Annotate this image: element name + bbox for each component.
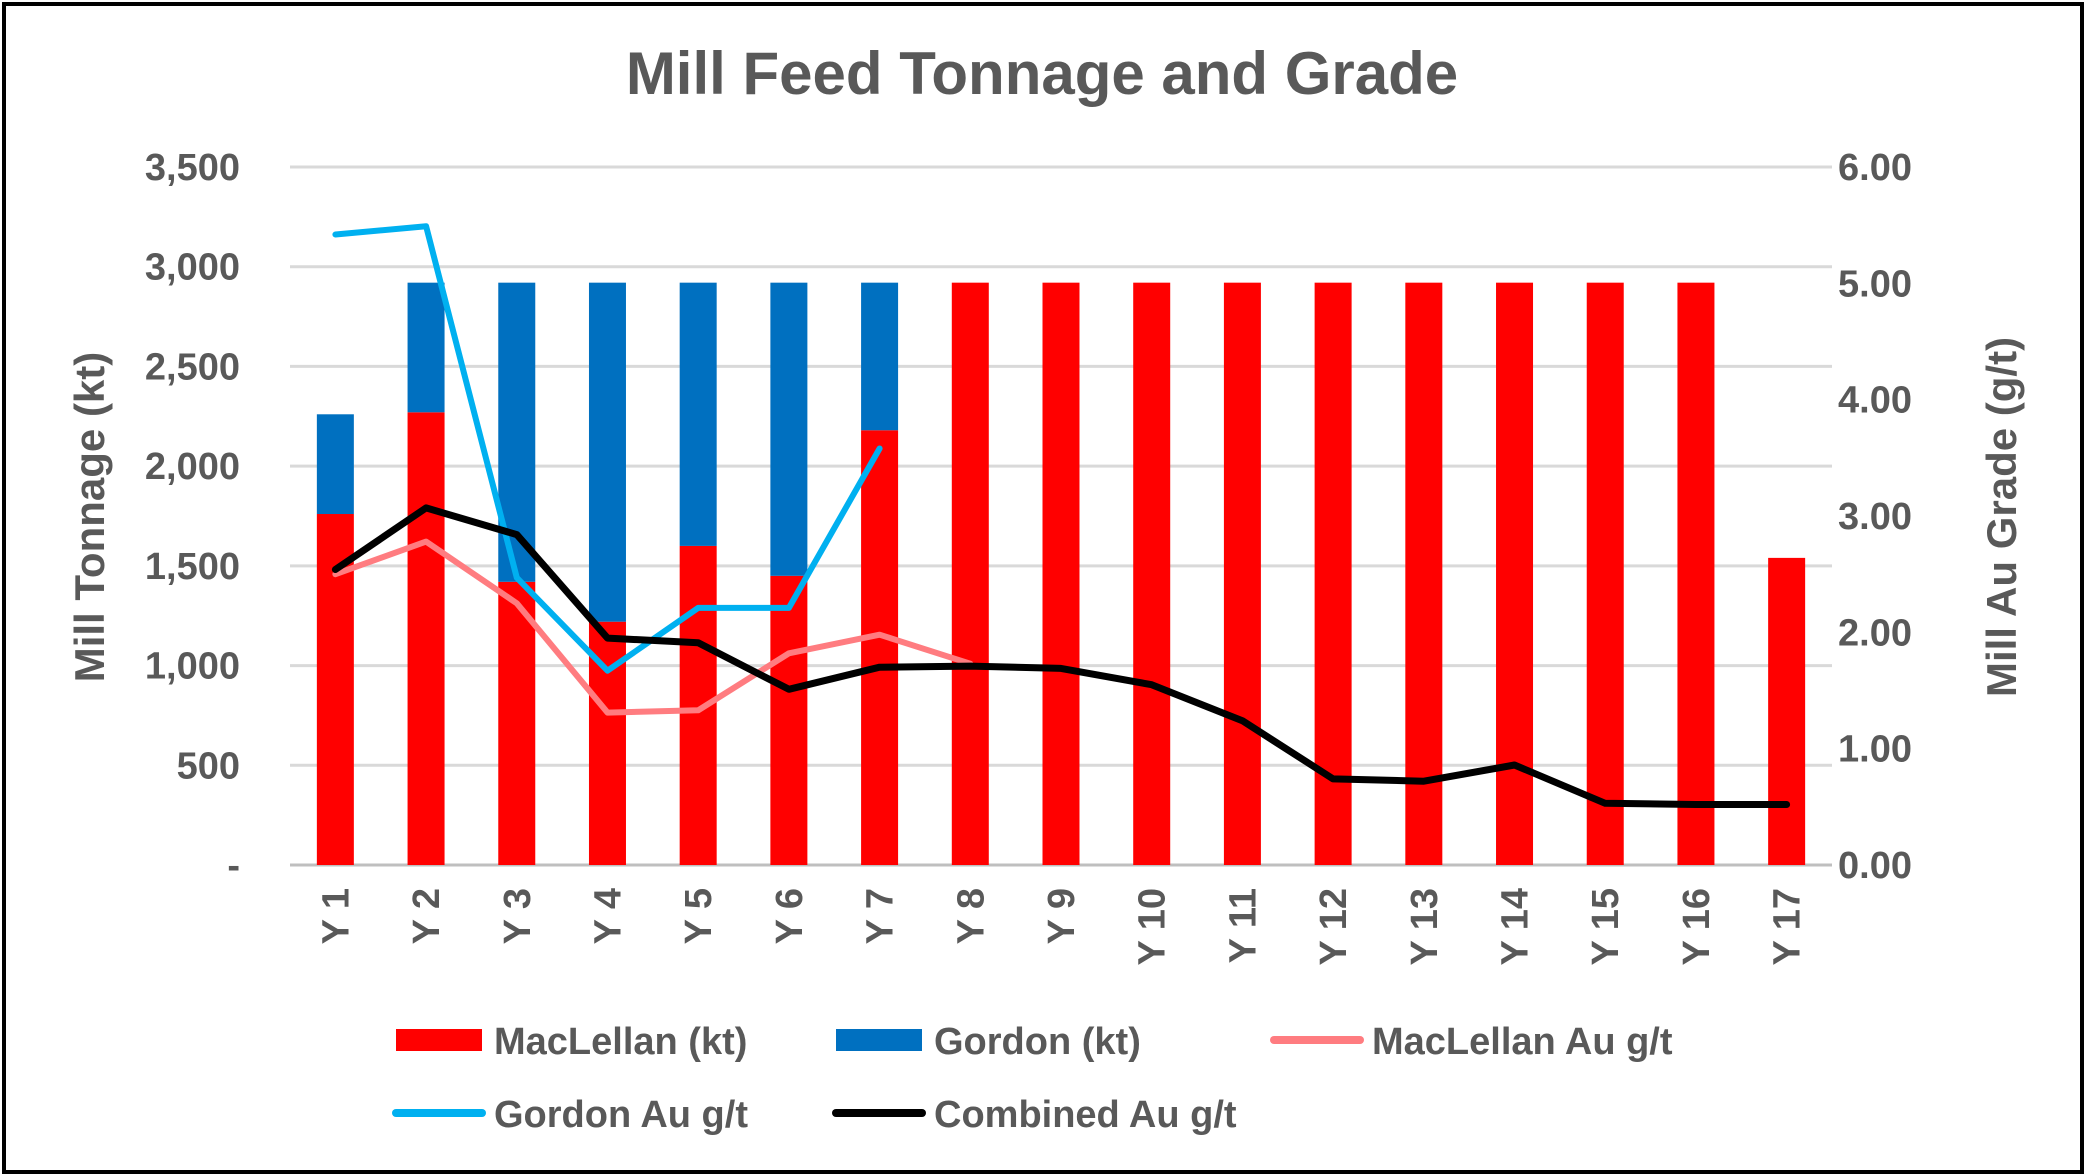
x-tick-label: Y 6 — [769, 888, 811, 944]
legend-maclellan-kt-swatch — [396, 1029, 482, 1051]
legend: MacLellan (kt) Gordon (kt) MacLellan Au g/… — [392, 1021, 1673, 1136]
gordon-bar-1 — [316, 414, 354, 515]
maclellan-bar-3 — [498, 581, 536, 865]
maclellan-bar-9 — [1042, 282, 1080, 865]
x-tick-label: Y 11 — [1222, 888, 1264, 963]
y-tick-label: 2,500 — [145, 346, 240, 388]
y2-tick-label: 3.00 — [1838, 496, 1912, 538]
x-tick-label: Y 5 — [678, 888, 720, 944]
y2-tick-label: 0.00 — [1838, 845, 1912, 887]
x-tick-label: Y 2 — [406, 888, 448, 944]
legend-gordon-kt-swatch — [836, 1029, 922, 1051]
y2-tick-label: 1.00 — [1838, 729, 1912, 771]
x-tick-label: Y 7 — [860, 888, 902, 944]
gordon-bar-2 — [407, 282, 445, 413]
y2-tick-label: 2.00 — [1838, 612, 1912, 654]
y-tick-label: 1,500 — [145, 546, 240, 588]
legend-maclellan-kt-label: MacLellan (kt) — [494, 1021, 747, 1063]
x-tick-label: Y 1 — [315, 888, 357, 944]
y-axis-title: Mill Tonnage (kt) — [66, 352, 113, 683]
gordon-bar-5 — [679, 282, 717, 546]
x-tick-label: Y 15 — [1585, 888, 1627, 965]
lines — [331, 223, 1791, 808]
legend-gordon-kt-label: Gordon (kt) — [934, 1021, 1141, 1063]
y-tick-label: 2,000 — [145, 446, 240, 488]
legend-maclellan-au-label: MacLellan Au g/t — [1372, 1021, 1673, 1063]
gordon-bar-7 — [861, 282, 899, 431]
bars — [316, 282, 1806, 865]
y-axis-ticks: - 500 1,000 1,500 2,000 2,500 3,000 3,500 — [145, 147, 240, 887]
x-tick-label: Y 9 — [1041, 888, 1083, 944]
y-tick-label: - — [227, 845, 240, 887]
maclellan-bar-13 — [1405, 282, 1443, 865]
x-tick-label: Y 13 — [1404, 888, 1446, 965]
maclellan-bar-8 — [951, 282, 989, 865]
x-tick-label: Y 12 — [1313, 888, 1355, 965]
y2-tick-label: 4.00 — [1838, 380, 1912, 422]
maclellan-bar-7 — [861, 430, 899, 865]
gordon-bar-6 — [770, 282, 808, 576]
maclellan-bar-16 — [1677, 282, 1715, 865]
maclellan-bar-10 — [1133, 282, 1171, 865]
y-tick-label: 3,500 — [145, 147, 240, 189]
y2-axis-ticks: 0.00 1.00 2.00 3.00 4.00 5.00 6.00 — [1838, 147, 1912, 887]
gordon-grade-line — [332, 223, 883, 674]
y2-axis-title: Mill Au Grade (g/t) — [1978, 337, 2025, 697]
x-tick-label: Y 16 — [1676, 888, 1718, 965]
x-tick-label: Y 3 — [497, 888, 539, 944]
legend-gordon-au-label: Gordon Au g/t — [494, 1094, 748, 1136]
chart-title: Mill Feed Tonnage and Grade — [626, 40, 1458, 107]
y2-tick-label: 6.00 — [1838, 147, 1912, 189]
y2-tick-label: 5.00 — [1838, 263, 1912, 305]
maclellan-bar-6 — [770, 575, 808, 865]
maclellan-bar-17 — [1768, 557, 1806, 865]
combined-grade-line — [331, 504, 1791, 808]
maclellan-grade-line — [332, 538, 974, 716]
x-tick-label: Y 17 — [1767, 888, 1809, 965]
x-axis-ticks: Y 1 Y 2 Y 3 Y 4 Y 5 Y 6 Y 7 Y 8 Y 9 Y 10 Y 11 Y 12 Y… — [315, 888, 1808, 965]
x-tick-label: Y 14 — [1495, 888, 1537, 965]
maclellan-bar-2 — [407, 412, 445, 865]
x-tick-label: Y 4 — [587, 888, 629, 944]
y-tick-label: 500 — [177, 745, 240, 787]
maclellan-bar-15 — [1586, 282, 1624, 865]
maclellan-bar-11 — [1223, 282, 1261, 865]
x-tick-label: Y 10 — [1132, 888, 1174, 965]
maclellan-bar-14 — [1496, 282, 1534, 865]
legend-combined-au-label: Combined Au g/t — [934, 1094, 1237, 1136]
y-tick-label: 1,000 — [145, 646, 240, 688]
gordon-bar-4 — [588, 282, 626, 622]
x-tick-label: Y 8 — [950, 888, 992, 944]
y-tick-label: 3,000 — [145, 247, 240, 289]
